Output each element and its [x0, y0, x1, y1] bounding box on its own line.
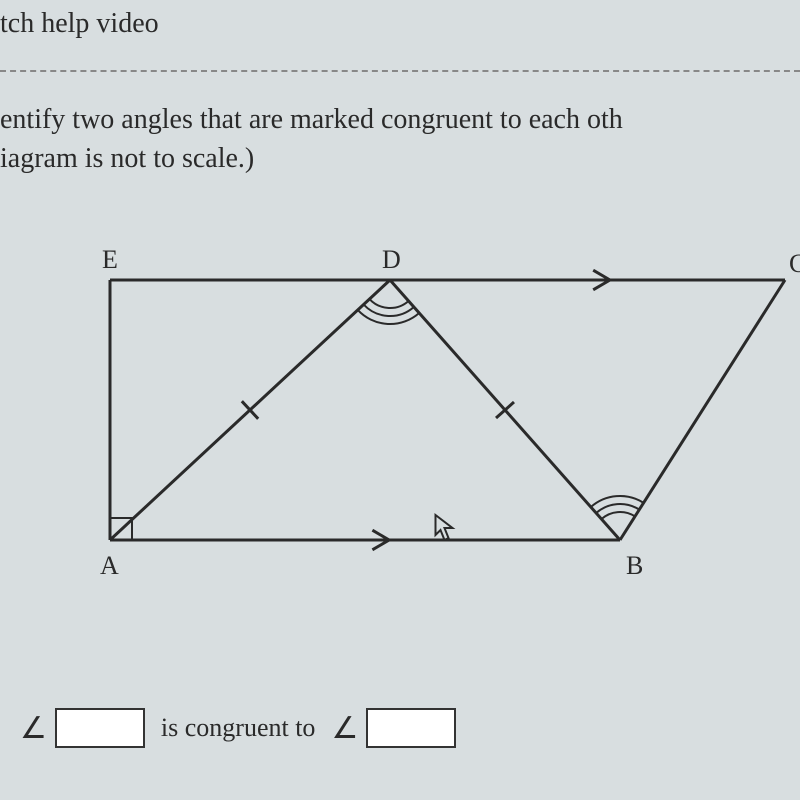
diagram-svg: E D C A B [60, 230, 800, 610]
angle-symbol-2: ∠ [331, 711, 358, 746]
arc-D-1 [364, 304, 414, 316]
question-line-1: entify two angles that are marked congru… [0, 100, 800, 139]
arc-B-2 [591, 496, 644, 507]
label-C: C [789, 249, 800, 278]
question-text: entify two angles that are marked congru… [0, 100, 800, 178]
congruent-text: is congruent to [161, 713, 316, 743]
angle-symbol-1: ∠ [20, 711, 47, 746]
geometry-diagram: EDCAB [60, 230, 780, 610]
answer-box-2[interactable] [366, 708, 456, 748]
help-video-link[interactable]: tch help video [0, 8, 159, 40]
label-B: B [626, 551, 643, 580]
arc-B-0 [601, 512, 635, 519]
arc-D-2 [358, 310, 419, 324]
label-E: E [102, 245, 118, 274]
question-line-2: iagram is not to scale.) [0, 139, 800, 178]
label-D: D [382, 245, 401, 274]
answer-box-1[interactable] [55, 708, 145, 748]
label-A: A [100, 551, 119, 580]
section-divider [0, 70, 800, 72]
answer-row: ∠ is congruent to ∠ [20, 708, 456, 748]
arc-D-0 [369, 299, 408, 308]
cursor-icon [436, 515, 453, 540]
segment-BC [620, 280, 785, 540]
